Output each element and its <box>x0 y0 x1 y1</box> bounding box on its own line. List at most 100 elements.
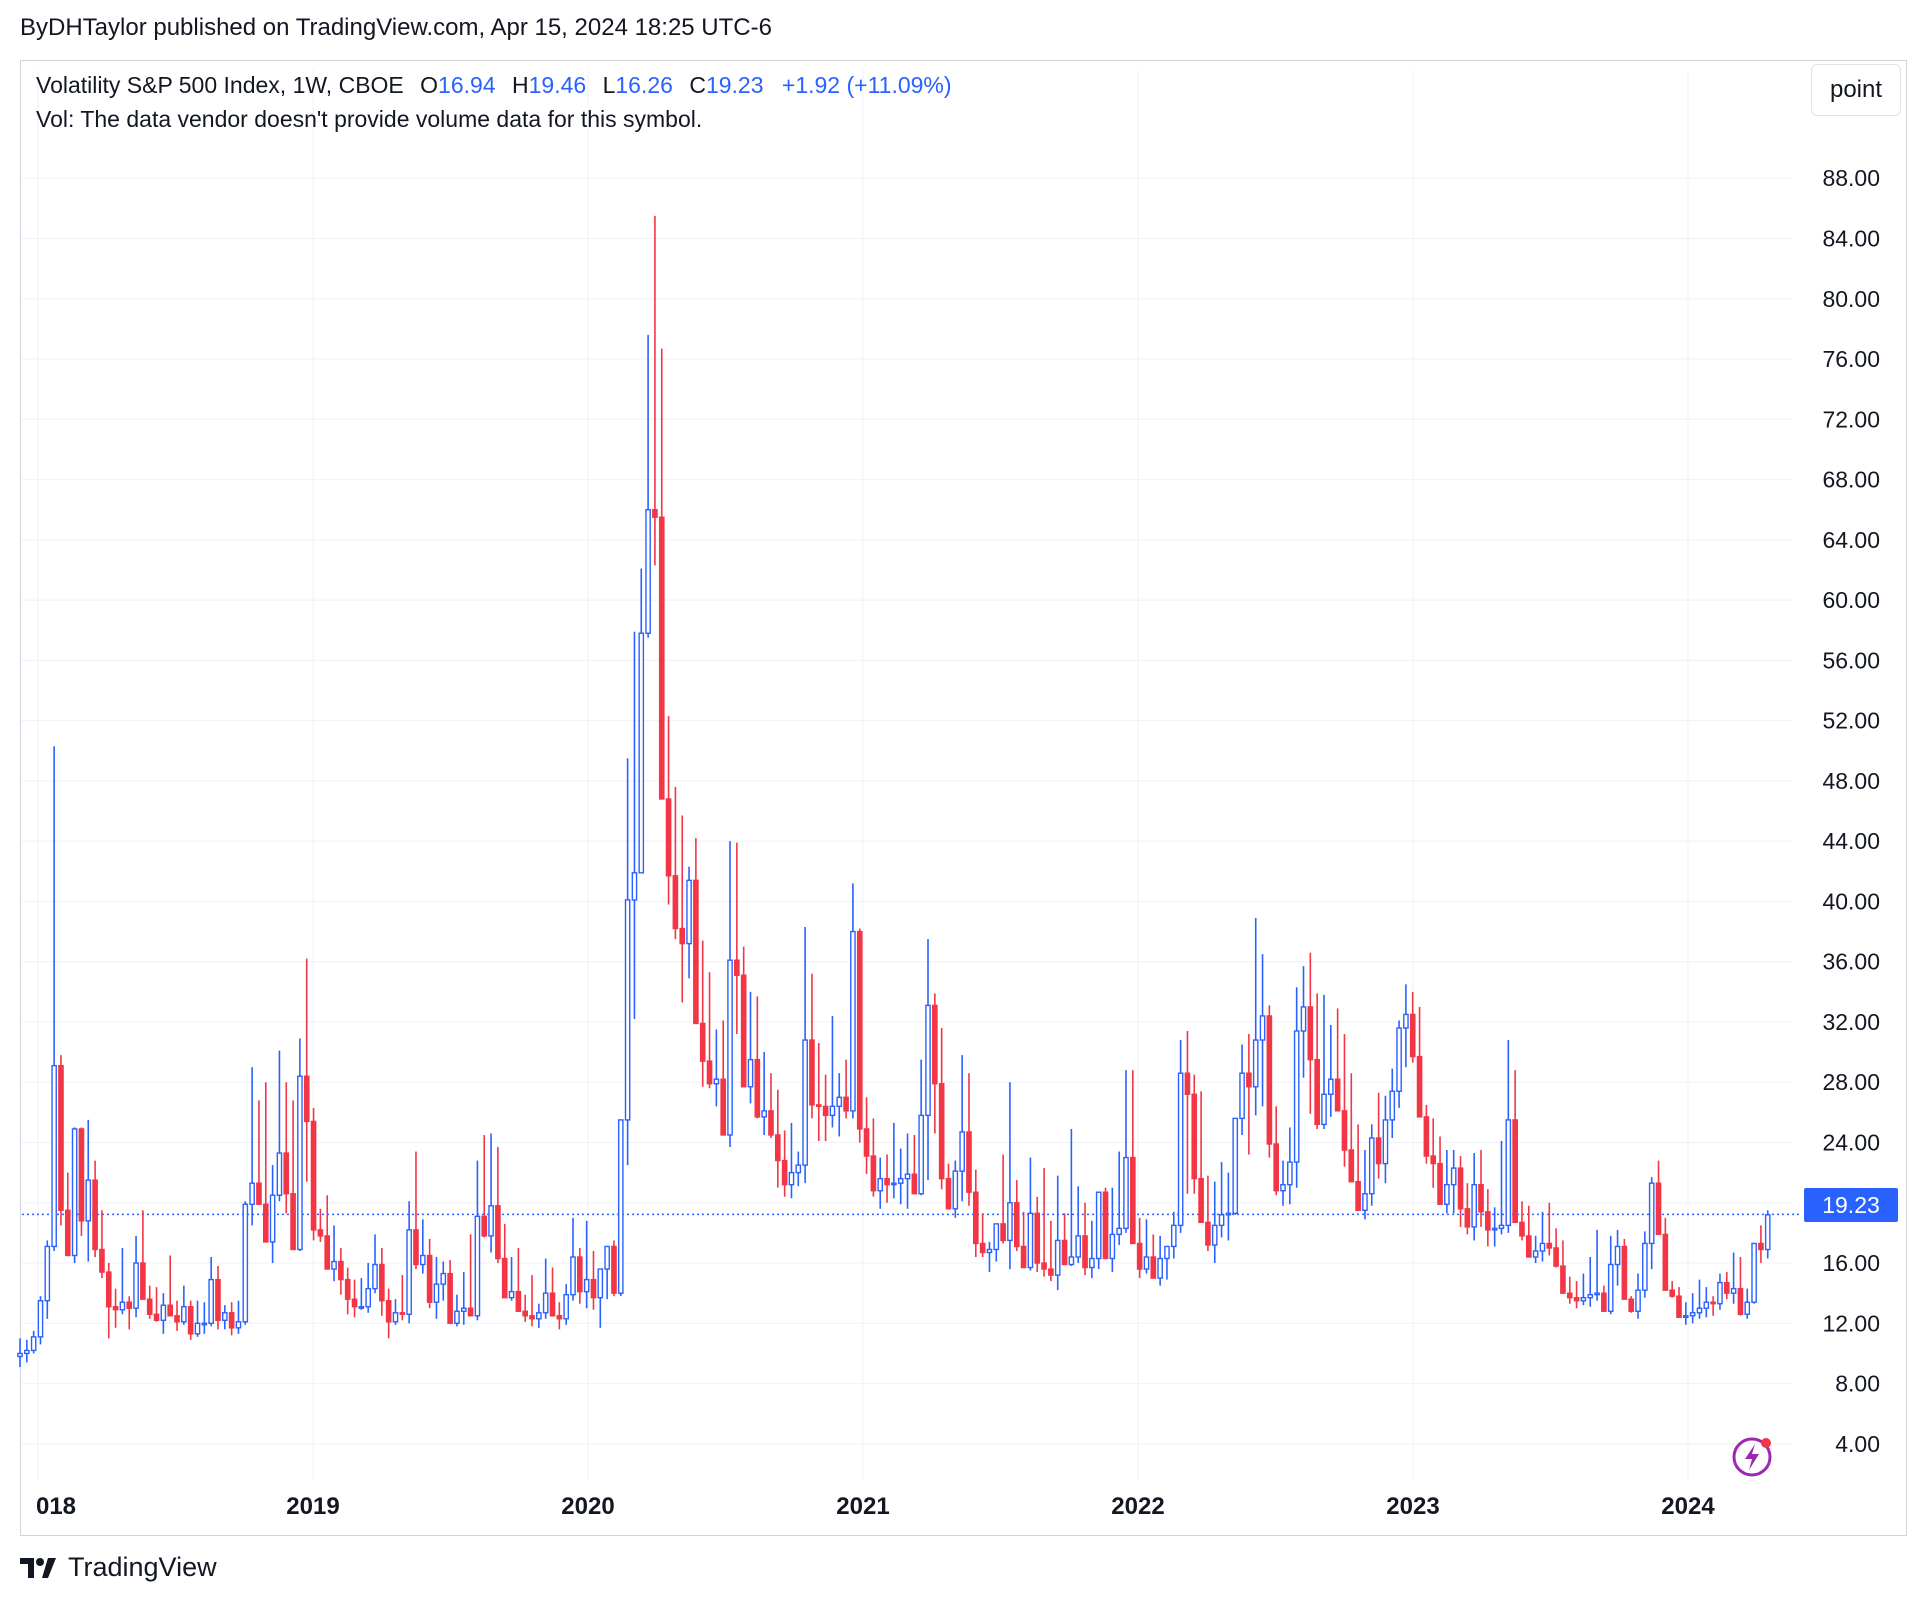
year-tick-label: 2021 <box>836 1493 889 1520</box>
candle <box>727 841 733 1148</box>
candle <box>310 1107 317 1241</box>
candle-body-down <box>283 1152 290 1195</box>
candle-body-up <box>1327 1078 1334 1095</box>
candle-body-up <box>986 1248 993 1254</box>
candle <box>1751 1242 1757 1304</box>
candle <box>85 1119 92 1262</box>
candle <box>379 1247 385 1316</box>
candle <box>645 334 651 638</box>
candle <box>1553 1228 1559 1268</box>
candle-body-down <box>1553 1247 1559 1267</box>
candle <box>891 1122 897 1199</box>
candle <box>959 1055 965 1202</box>
candle-body-up <box>1164 1245 1170 1260</box>
candle <box>1061 1213 1068 1266</box>
candle <box>1130 1070 1136 1245</box>
candle-body-down <box>1061 1239 1068 1266</box>
candle-body-up <box>1396 1027 1402 1092</box>
lightning-bolt-icon[interactable] <box>1730 1432 1780 1482</box>
candle-body-down <box>556 1315 563 1320</box>
candle-body-up <box>24 1349 30 1355</box>
price-tick-label: 56.00 <box>1822 647 1880 673</box>
candle-body-up <box>201 1322 208 1326</box>
candle-body-down <box>611 1245 617 1294</box>
candle <box>283 1082 290 1214</box>
candle-body-up <box>331 1260 337 1270</box>
candle-body-down <box>863 1128 870 1157</box>
price-tick-label: 24.00 <box>1822 1130 1880 1156</box>
candle-body-down <box>1034 1212 1041 1264</box>
candle <box>993 1223 1000 1262</box>
candle-body-down <box>1519 1221 1525 1237</box>
candle <box>1389 1068 1396 1138</box>
high-value: 19.46 <box>528 72 587 98</box>
candle-body-up <box>959 1131 965 1172</box>
candle-body-up <box>71 1128 78 1257</box>
candle <box>774 1089 781 1188</box>
candle-body-down <box>317 1229 324 1237</box>
candle-body-down <box>351 1298 358 1308</box>
candle <box>351 1279 358 1318</box>
price-tick-label: 28.00 <box>1822 1069 1880 1095</box>
price-tick-label: 16.00 <box>1822 1250 1880 1276</box>
candle-body-up <box>877 1177 884 1192</box>
candle <box>911 1134 918 1195</box>
candle-body-up <box>372 1263 378 1290</box>
candle <box>829 1015 836 1128</box>
candle-body-down <box>1314 1058 1320 1126</box>
candle <box>1095 1191 1102 1270</box>
candle-body-down <box>1723 1281 1730 1294</box>
candle <box>338 1247 344 1295</box>
candle <box>870 1118 877 1197</box>
candle <box>1587 1257 1594 1307</box>
candle-body-up <box>802 1039 808 1166</box>
price-tick-label: 40.00 <box>1822 888 1880 914</box>
candle <box>706 972 713 1089</box>
candle-body-up <box>358 1306 365 1309</box>
candle-body-up <box>235 1321 242 1329</box>
candle-body-up <box>1007 1202 1013 1242</box>
candle <box>1621 1238 1628 1300</box>
candle <box>1259 954 1266 1107</box>
candle-body-down <box>467 1307 474 1317</box>
candle-body-up <box>460 1307 467 1312</box>
candle <box>1314 993 1320 1129</box>
candle-body-up <box>1368 1137 1375 1195</box>
candle-body-up <box>713 1078 720 1085</box>
candle <box>747 991 754 1104</box>
candle <box>1068 1128 1075 1267</box>
candle-body-up <box>836 1096 843 1108</box>
candle <box>160 1293 167 1334</box>
candle <box>788 1122 795 1199</box>
candle-body-up <box>1225 1212 1232 1216</box>
candle <box>1635 1273 1641 1319</box>
candle-body-up <box>563 1293 569 1320</box>
candle <box>617 1119 624 1297</box>
candle-body-down <box>303 1075 310 1123</box>
candle-body-up <box>829 1105 836 1117</box>
candle <box>1683 1302 1689 1325</box>
scale-mode-button[interactable]: point <box>1811 64 1901 116</box>
candle <box>938 1027 945 1190</box>
price-tick-label: 72.00 <box>1822 406 1880 432</box>
candle <box>1007 1082 1013 1270</box>
candle <box>699 940 706 1087</box>
candle <box>1525 1205 1532 1258</box>
candle-body-down <box>672 875 679 930</box>
candle <box>877 1157 884 1209</box>
candle-body-up <box>850 930 856 1112</box>
candle <box>549 1267 556 1317</box>
candle <box>904 1133 911 1209</box>
candle <box>556 1302 563 1330</box>
candle-body-down <box>1457 1167 1464 1210</box>
candle-body-down <box>1573 1296 1580 1302</box>
candle-body-down <box>856 930 863 1130</box>
candle <box>119 1247 126 1315</box>
candle <box>501 1223 508 1299</box>
candle-body-up <box>221 1312 228 1321</box>
candle-body-down <box>945 1177 952 1210</box>
candle <box>720 1020 727 1136</box>
candle-body-down <box>1437 1162 1443 1205</box>
candle-body-down <box>693 879 699 1025</box>
